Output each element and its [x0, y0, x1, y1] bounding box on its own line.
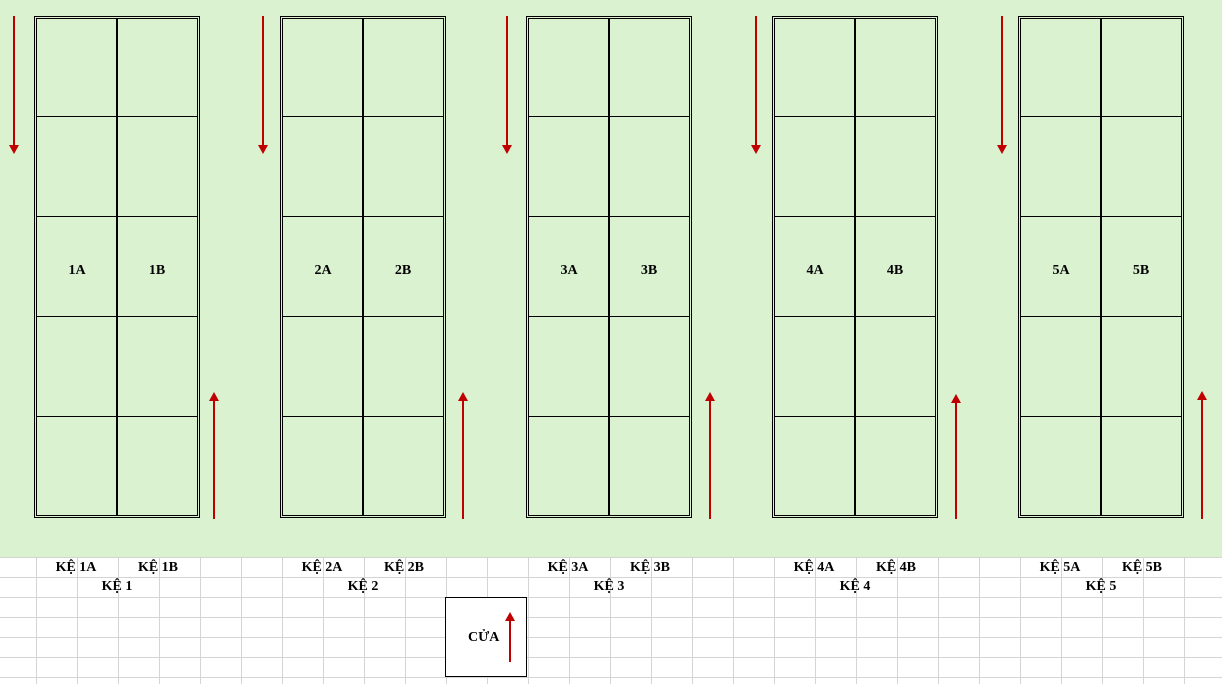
shelf-1: 1A 1B [34, 16, 200, 518]
shelf-5: 5A 5B [1018, 16, 1184, 518]
arrow-up-icon [705, 392, 715, 519]
arrow-down-icon [997, 16, 1007, 154]
shelf-name-label: KỆ 5 [1085, 579, 1117, 594]
door: CỬA [445, 597, 527, 677]
shelf-side-label: KỆ 3B [629, 560, 671, 575]
shelf-row-line [775, 416, 935, 417]
shelf-cell-label: 1A [68, 263, 86, 278]
shelf-name-label: KỆ 1 [101, 579, 133, 594]
shelf-side-label: KỆ 4A [793, 560, 835, 575]
shelf-cell-label: 2B [394, 263, 412, 278]
arrow-up-icon [951, 394, 961, 519]
arrow-down-icon [502, 16, 512, 154]
shelf-cell-label: 3B [640, 263, 658, 278]
shelf-row-line [1021, 216, 1181, 217]
arrow-down-icon [9, 16, 19, 154]
shelf-row-line [1021, 316, 1181, 317]
shelf-cell-label: 1B [148, 263, 166, 278]
shelf-row-line [1021, 116, 1181, 117]
shelf-divider [1100, 19, 1102, 515]
shelf-cell-label: 4B [886, 263, 904, 278]
shelf-2: 2A 2B [280, 16, 446, 518]
shelf-side-label: KỆ 1B [137, 560, 179, 575]
shelf-side-label: KỆ 2A [301, 560, 343, 575]
shelf-row-line [37, 416, 197, 417]
shelf-side-label: KỆ 5B [1121, 560, 1163, 575]
shelf-side-label: KỆ 3A [547, 560, 589, 575]
shelf-side-label: KỆ 1A [55, 560, 97, 575]
shelf-side-label: KỆ 5A [1039, 560, 1081, 575]
shelf-row-line [37, 316, 197, 317]
door-arrow-up-icon [505, 612, 515, 662]
shelf-row-line [1021, 416, 1181, 417]
shelf-row-line [283, 216, 443, 217]
shelf-side-label: KỆ 2B [383, 560, 425, 575]
arrow-up-icon [458, 392, 468, 519]
shelf-row-line [37, 116, 197, 117]
spreadsheet-grid [0, 556, 1222, 684]
shelf-divider [608, 19, 610, 515]
shelf-row-line [775, 116, 935, 117]
shelf-cell-label: 4A [806, 263, 824, 278]
shelf-name-label: KỆ 4 [839, 579, 871, 594]
shelf-divider [362, 19, 364, 515]
shelf-row-line [283, 316, 443, 317]
shelf-row-line [283, 116, 443, 117]
shelf-3: 3A 3B [526, 16, 692, 518]
door-label: CỬA [468, 630, 500, 645]
arrow-up-icon [209, 392, 219, 519]
shelf-row-line [37, 216, 197, 217]
shelf-row-line [529, 416, 689, 417]
shelf-row-line [775, 216, 935, 217]
arrow-up-icon [1197, 391, 1207, 519]
shelf-row-line [529, 116, 689, 117]
arrow-down-icon [751, 16, 761, 154]
shelf-4: 4A 4B [772, 16, 938, 518]
arrow-down-icon [258, 16, 268, 154]
shelf-cell-label: 3A [560, 263, 578, 278]
shelf-row-line [529, 316, 689, 317]
shelf-divider [116, 19, 118, 515]
shelf-row-line [283, 416, 443, 417]
shelf-name-label: KỆ 2 [347, 579, 379, 594]
shelf-name-label: KỆ 3 [593, 579, 625, 594]
shelf-row-line [775, 316, 935, 317]
shelf-cell-label: 5B [1132, 263, 1150, 278]
shelf-side-label: KỆ 4B [875, 560, 917, 575]
shelf-row-line [529, 216, 689, 217]
shelf-cell-label: 5A [1052, 263, 1070, 278]
shelf-cell-label: 2A [314, 263, 332, 278]
shelf-divider [854, 19, 856, 515]
